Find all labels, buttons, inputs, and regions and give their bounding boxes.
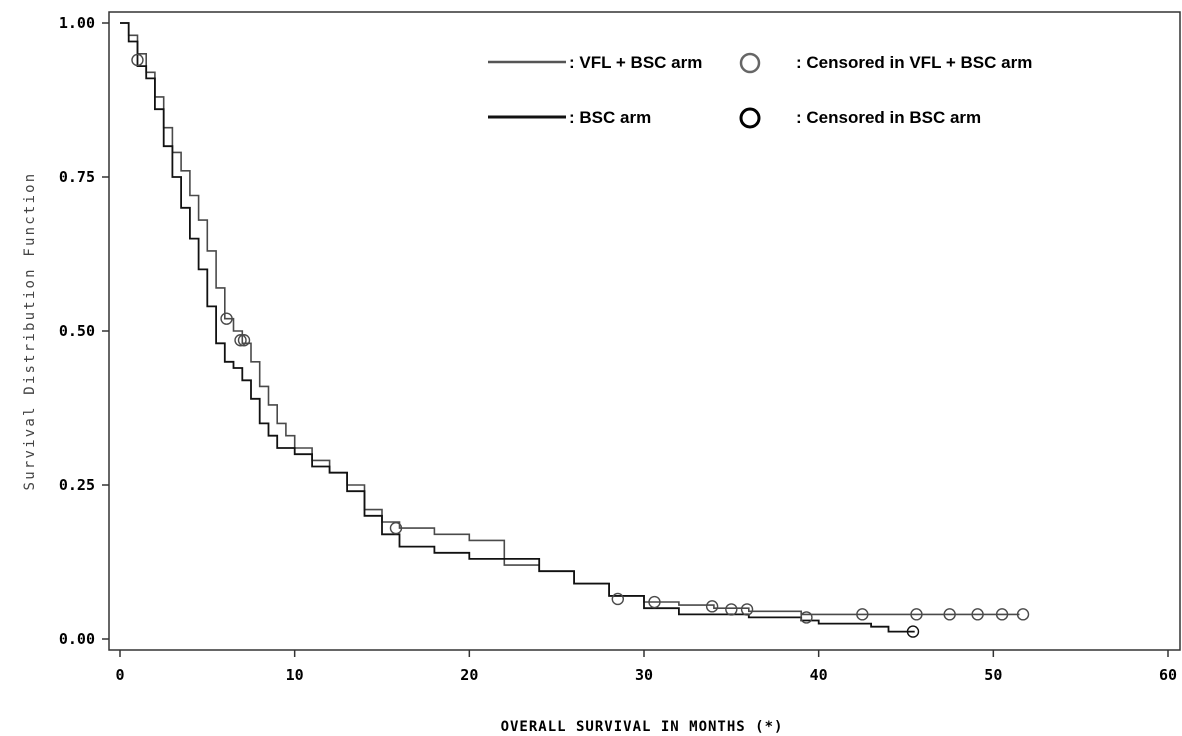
y-tick-label: 1.00 bbox=[59, 14, 95, 32]
censor-marker-vfl-bsc-arm bbox=[800, 611, 813, 624]
x-tick-label: 60 bbox=[1159, 666, 1177, 684]
legend-label-vfl-bsc: : VFL + BSC arm bbox=[569, 53, 702, 72]
legend-censor-marker-vfl-bsc bbox=[739, 52, 761, 74]
y-tick-label: 0.25 bbox=[59, 476, 95, 494]
survival-curves bbox=[120, 22, 1020, 633]
x-tick-label: 50 bbox=[984, 666, 1002, 684]
legend-censor-label-vfl-bsc: : Censored in VFL + BSC arm bbox=[796, 53, 1032, 72]
x-tick-label: 10 bbox=[286, 666, 304, 684]
y-axis-title: Survival Distribution Function bbox=[22, 172, 38, 491]
censor-marker-vfl-bsc-arm bbox=[648, 595, 661, 609]
y-axis: 0.00 0.25 0.50 0.75 1.00 bbox=[59, 14, 109, 648]
x-axis: 0 10 20 30 40 50 60 bbox=[115, 650, 1177, 684]
x-tick-label: 0 bbox=[115, 666, 124, 684]
y-tick-label: 0.75 bbox=[59, 168, 95, 186]
legend-censor-marker-bsc bbox=[739, 107, 761, 129]
censor-marker-vfl-bsc-arm bbox=[611, 592, 624, 606]
censor-marker-vfl-bsc-arm bbox=[705, 600, 719, 613]
censor-marker-vfl-bsc-arm bbox=[995, 608, 1009, 621]
y-tick-label: 0.00 bbox=[59, 630, 95, 648]
curve-bsc-arm bbox=[120, 22, 915, 633]
legend-censor-label-bsc: : Censored in BSC arm bbox=[796, 108, 981, 127]
censor-marker-bsc-arm bbox=[906, 625, 920, 638]
censor-marker-vfl-bsc-arm bbox=[740, 603, 754, 616]
censor-marker-vfl-bsc-arm bbox=[943, 608, 956, 621]
censor-marker-vfl-bsc-arm bbox=[725, 603, 738, 616]
y-tick-label: 0.50 bbox=[59, 322, 95, 340]
censor-marker-vfl-bsc-arm bbox=[910, 608, 923, 621]
x-tick-label: 30 bbox=[635, 666, 653, 684]
censor-markers bbox=[131, 53, 1030, 638]
legend-label-bsc: : BSC arm bbox=[569, 108, 651, 127]
censor-marker-vfl-bsc-arm bbox=[237, 334, 251, 347]
censor-marker-vfl-bsc-arm bbox=[234, 334, 247, 347]
legend: : VFL + BSC arm : Censored in VFL + BSC … bbox=[488, 52, 1032, 129]
censor-marker-vfl-bsc-arm bbox=[131, 53, 144, 67]
censor-marker-vfl-bsc-arm bbox=[1016, 608, 1030, 621]
censor-marker-vfl-bsc-arm bbox=[220, 312, 233, 325]
x-axis-title: OVERALL SURVIVAL IN MONTHS (*) bbox=[501, 719, 784, 735]
censor-marker-vfl-bsc-arm bbox=[971, 608, 984, 621]
censor-marker-vfl-bsc-arm bbox=[389, 521, 403, 535]
x-tick-label: 20 bbox=[460, 666, 478, 684]
x-tick-label: 40 bbox=[810, 666, 828, 684]
censor-marker-vfl-bsc-arm bbox=[856, 608, 869, 621]
